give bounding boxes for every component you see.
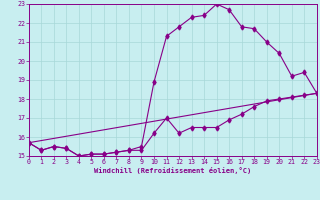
- X-axis label: Windchill (Refroidissement éolien,°C): Windchill (Refroidissement éolien,°C): [94, 167, 252, 174]
